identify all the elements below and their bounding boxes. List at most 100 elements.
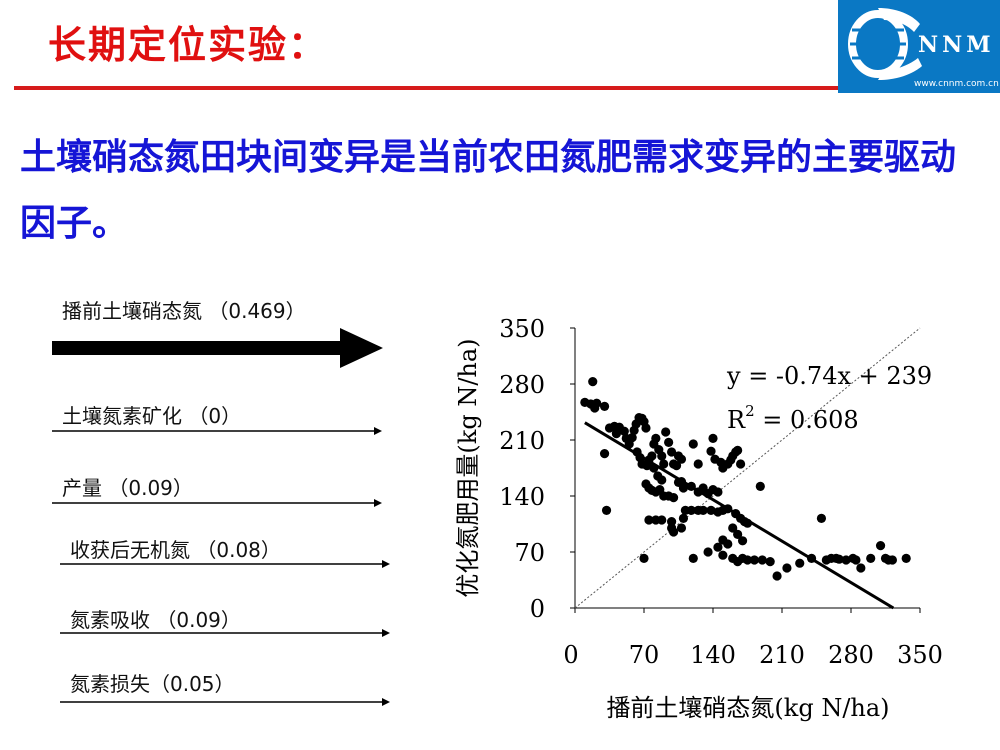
logo-letters: NNM [918,32,995,58]
data-point [667,447,677,457]
data-point [706,446,716,456]
data-point [841,555,851,565]
r-squared-label: R2 = 0.608 [727,402,859,434]
data-point [657,515,667,525]
data-point [668,493,679,503]
data-point [708,433,718,443]
data-point [816,513,827,524]
data-point [619,426,629,436]
data-point [688,553,698,564]
y-tick-label: 210 [499,427,545,455]
factor-label-soil-nitrate: 播前土壤硝态氮 （0.469） [62,299,306,323]
data-point [676,454,687,464]
y-tick-label: 0 [530,595,545,623]
x-tick-label: 140 [690,641,736,669]
y-axis-title: 优化氮肥用量(kg N/ha) [454,338,482,597]
factor-label-mineralization: 土壤氮素矿化 （0） [62,404,242,428]
data-point [667,523,677,533]
data-point [782,563,792,573]
data-point [678,483,689,493]
data-point [627,433,637,443]
data-point [706,505,716,515]
data-point [737,536,748,546]
data-point [659,459,669,469]
x-tick-label: 70 [629,641,660,669]
tick-labels: 0 70 140 210 280 350 0 70 140 210 280 350 [499,315,943,669]
data-point [661,427,671,437]
data-point [765,557,775,567]
data-point [851,555,861,565]
data-point [755,481,765,491]
data-point [742,555,753,565]
data-point [686,505,696,515]
logo-url: www.cnnm.com.cn [914,79,999,89]
data-point [795,558,805,568]
y-tick-label: 140 [499,483,545,511]
x-tick-label: 350 [897,641,943,669]
x-axis-title: 播前土壤硝态氮(kg N/ha) [606,694,889,722]
data-point [736,459,746,469]
data-point [599,401,610,411]
data-point [834,554,844,564]
data-point [688,439,698,449]
data-point [718,550,728,560]
data-points [580,377,911,581]
data-point [713,542,723,552]
arrow-thick [52,328,383,368]
chart-axes [570,327,921,613]
slide-title: 长期定位实验： [48,22,329,67]
data-point [757,555,767,565]
trend-line [584,421,895,610]
data-point [866,553,876,564]
y-tick-label: 280 [499,371,545,399]
data-point [657,475,667,485]
x-tick-label: 210 [759,641,805,669]
data-point [678,513,689,524]
data-point [703,547,713,557]
data-point [901,553,911,564]
data-point [856,563,866,573]
data-point [887,555,898,565]
data-point [667,517,677,527]
data-point [698,505,708,515]
factor-label-post-harvest-n: 收获后无机氮 （0.08） [70,538,281,562]
data-point [651,433,661,443]
data-point [664,437,674,447]
y-tick-label: 350 [499,315,545,343]
factor-label-n-loss: 氮素损失（0.05） [70,672,235,696]
data-point [713,487,723,497]
data-point [676,523,687,533]
data-point [639,553,649,564]
arrow-mineralization [52,427,382,435]
y-tick-label: 70 [514,539,545,567]
data-point [641,423,651,433]
data-point [749,555,760,565]
arrow-post-harvest-n [60,560,390,568]
x-tick-label: 280 [828,641,874,669]
data-point [772,571,782,581]
cnnm-logo-mark: NNM www.cnnm.com.cn [838,0,1000,93]
factor-arrows [52,328,390,706]
data-point [693,459,703,469]
headline-text: 土壤硝态氮田块间变异是当前农田氮肥需求变异的主要驱动因子。 [20,136,957,244]
data-point [733,529,743,540]
data-point [733,445,743,455]
data-point [647,451,657,461]
arrow-n-uptake [60,629,390,637]
title-underline [14,86,1000,90]
data-point [644,515,654,525]
regression-equation: y = -0.74x + 239 [726,362,932,390]
data-point [728,523,738,533]
arrow-yield [52,499,382,507]
cnnm-logo: NNM www.cnnm.com.cn [838,0,1000,93]
factor-label-n-uptake: 氮素吸收 （0.09） [70,608,241,632]
data-point [601,505,612,515]
data-point [875,541,886,551]
x-tick-label: 0 [563,641,578,669]
data-point [723,539,733,549]
data-point [716,457,726,467]
data-point [671,461,682,471]
data-point [590,403,600,413]
data-point [657,451,667,461]
